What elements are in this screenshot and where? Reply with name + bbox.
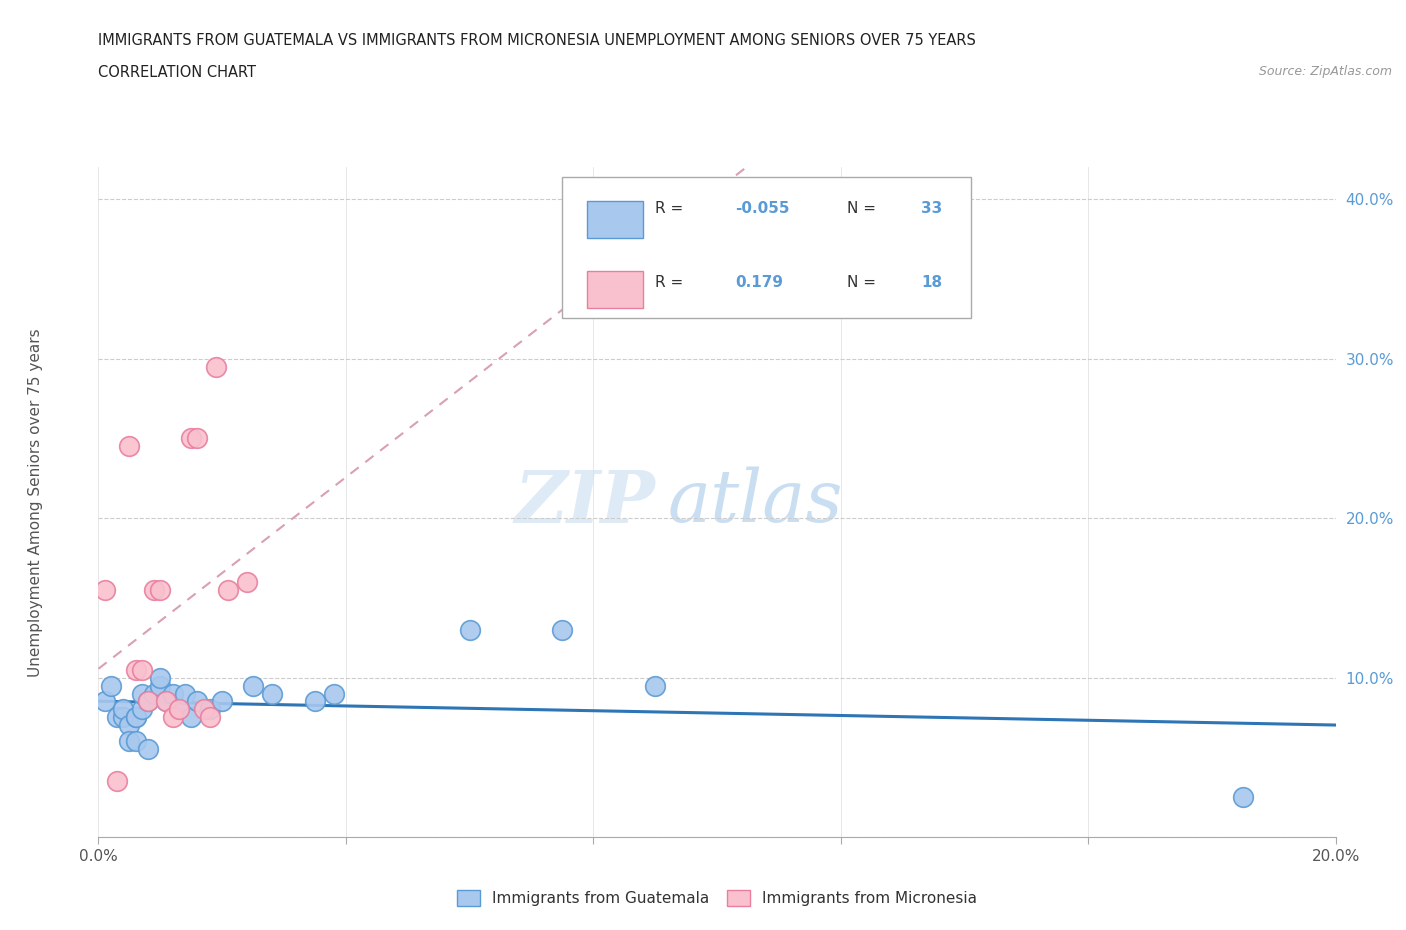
Text: N =: N = xyxy=(846,201,880,216)
Text: IMMIGRANTS FROM GUATEMALA VS IMMIGRANTS FROM MICRONESIA UNEMPLOYMENT AMONG SENIO: IMMIGRANTS FROM GUATEMALA VS IMMIGRANTS … xyxy=(98,33,976,47)
Point xyxy=(136,694,159,709)
Point xyxy=(186,431,208,445)
Point xyxy=(458,622,481,637)
Point xyxy=(217,582,239,597)
Point xyxy=(162,686,184,701)
Text: 18: 18 xyxy=(921,274,942,289)
Point xyxy=(93,582,115,597)
Text: 33: 33 xyxy=(921,201,942,216)
Point xyxy=(198,710,221,724)
Point xyxy=(193,702,215,717)
Point xyxy=(105,710,128,724)
FancyBboxPatch shape xyxy=(562,178,970,318)
Text: CORRELATION CHART: CORRELATION CHART xyxy=(98,65,256,80)
Text: 0.179: 0.179 xyxy=(735,274,783,289)
Point xyxy=(105,774,128,789)
Point xyxy=(124,662,146,677)
Point xyxy=(143,582,166,597)
Point xyxy=(551,622,574,637)
Point xyxy=(131,686,153,701)
Point xyxy=(93,694,115,709)
Point xyxy=(180,710,202,724)
Text: -0.055: -0.055 xyxy=(735,201,790,216)
Y-axis label: Unemployment Among Seniors over 75 years: Unemployment Among Seniors over 75 years xyxy=(28,328,42,676)
Point xyxy=(100,678,122,693)
Point xyxy=(131,662,153,677)
Point xyxy=(1232,790,1254,804)
Point xyxy=(131,702,153,717)
Text: Source: ZipAtlas.com: Source: ZipAtlas.com xyxy=(1258,65,1392,78)
Point xyxy=(174,686,197,701)
Point xyxy=(162,710,184,724)
Text: R =: R = xyxy=(655,274,689,289)
Point xyxy=(304,694,326,709)
Point xyxy=(143,686,166,701)
Point xyxy=(242,678,264,693)
Point xyxy=(260,686,283,701)
Point xyxy=(124,710,146,724)
Point xyxy=(236,575,259,590)
Text: R =: R = xyxy=(655,201,689,216)
Point xyxy=(149,671,172,685)
Point xyxy=(149,582,172,597)
Point xyxy=(198,702,221,717)
Point xyxy=(167,702,190,717)
Point xyxy=(124,734,146,749)
Point xyxy=(322,686,344,701)
Point xyxy=(149,678,172,693)
Point xyxy=(211,694,233,709)
Point xyxy=(180,431,202,445)
Point xyxy=(118,734,141,749)
Point xyxy=(644,678,666,693)
Point xyxy=(112,710,135,724)
Point xyxy=(136,694,159,709)
Point xyxy=(136,742,159,757)
Point xyxy=(167,702,190,717)
Text: N =: N = xyxy=(846,274,880,289)
Point xyxy=(112,702,135,717)
Point xyxy=(205,359,228,374)
Bar xyxy=(588,201,643,238)
Point xyxy=(155,694,177,709)
Text: ZIP: ZIP xyxy=(515,467,655,538)
Text: atlas: atlas xyxy=(668,467,844,538)
Point xyxy=(118,439,141,454)
Point xyxy=(118,718,141,733)
Point xyxy=(124,710,146,724)
Bar xyxy=(588,272,643,308)
Point xyxy=(186,694,208,709)
Point xyxy=(155,694,177,709)
Legend: Immigrants from Guatemala, Immigrants from Micronesia: Immigrants from Guatemala, Immigrants fr… xyxy=(457,890,977,907)
